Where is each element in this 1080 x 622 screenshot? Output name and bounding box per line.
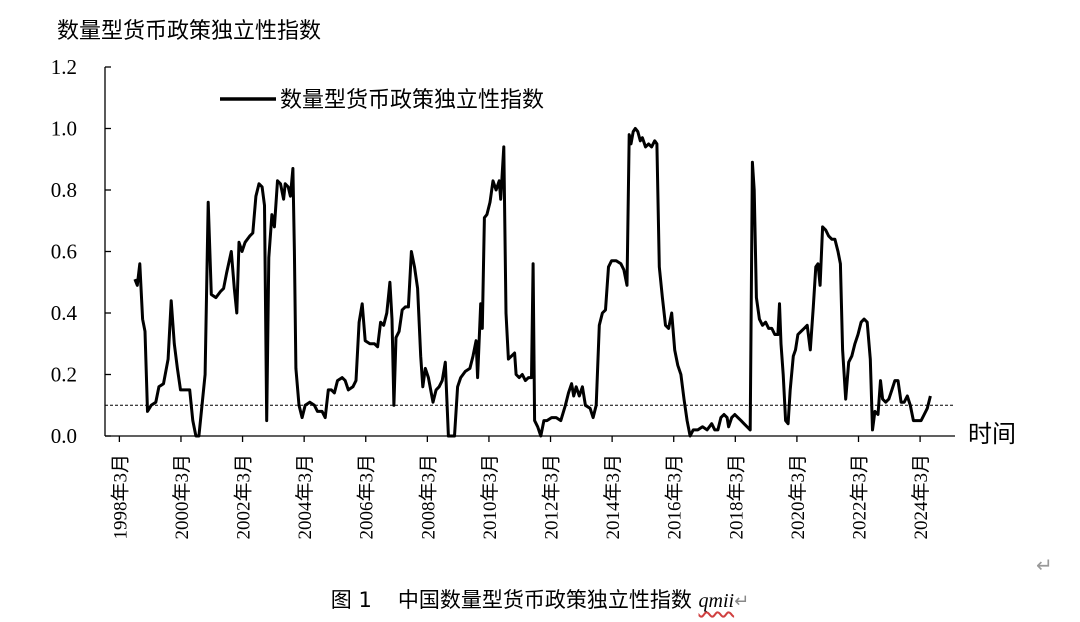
x-tick-label: 2000年3月 bbox=[171, 454, 193, 540]
series-line bbox=[135, 129, 931, 437]
x-axis-label: 时间 bbox=[968, 420, 1016, 448]
y-tick-label: 0.2 bbox=[51, 363, 77, 387]
paragraph-mark-icon: ↵ bbox=[734, 591, 749, 612]
return-mark-icon: ↵ bbox=[1036, 553, 1053, 577]
x-tick-label: 2014年3月 bbox=[602, 454, 624, 540]
legend-label: 数量型货币政策独立性指数 bbox=[280, 88, 544, 113]
figure-caption: 图 1 中国数量型货币政策独立性指数 qmii↵ bbox=[0, 584, 1080, 614]
x-tick-label: 2002年3月 bbox=[233, 454, 255, 540]
y-tick-label: 0.4 bbox=[51, 301, 78, 325]
y-tick-label: 1.2 bbox=[51, 55, 77, 79]
x-tick-label: 2016年3月 bbox=[664, 454, 686, 540]
y-axis-title: 数量型货币政策独立性指数 bbox=[57, 19, 321, 44]
x-tick-label: 2024年3月 bbox=[910, 454, 932, 540]
x-tick-label: 2022年3月 bbox=[849, 454, 871, 540]
legend: 数量型货币政策独立性指数 bbox=[220, 88, 544, 113]
x-tick-label: 2008年3月 bbox=[417, 454, 439, 540]
x-tick-label: 2012年3月 bbox=[541, 454, 563, 540]
x-tick-label: 2006年3月 bbox=[356, 454, 378, 540]
y-tick-label: 0.6 bbox=[51, 240, 77, 264]
y-tick-label: 0.0 bbox=[51, 424, 77, 448]
x-tick-label: 2020年3月 bbox=[787, 454, 809, 540]
caption-symbol: qmii bbox=[699, 590, 735, 612]
y-tick-label: 0.8 bbox=[51, 178, 77, 202]
line-chart: 数量型货币政策独立性指数 0.0 0.2 0.4 0.6 0.8 1.0 1.2 1998年… bbox=[0, 0, 1080, 580]
figure-number: 图 1 bbox=[331, 588, 372, 612]
caption-text: 中国数量型货币政策独立性指数 bbox=[398, 588, 692, 612]
x-tick-label: 2004年3月 bbox=[294, 454, 316, 540]
x-tick-label: 2010年3月 bbox=[479, 454, 501, 540]
x-tick-label: 2018年3月 bbox=[725, 454, 747, 540]
x-tick-label: 1998年3月 bbox=[109, 454, 131, 540]
y-tick-label: 1.0 bbox=[51, 117, 77, 141]
